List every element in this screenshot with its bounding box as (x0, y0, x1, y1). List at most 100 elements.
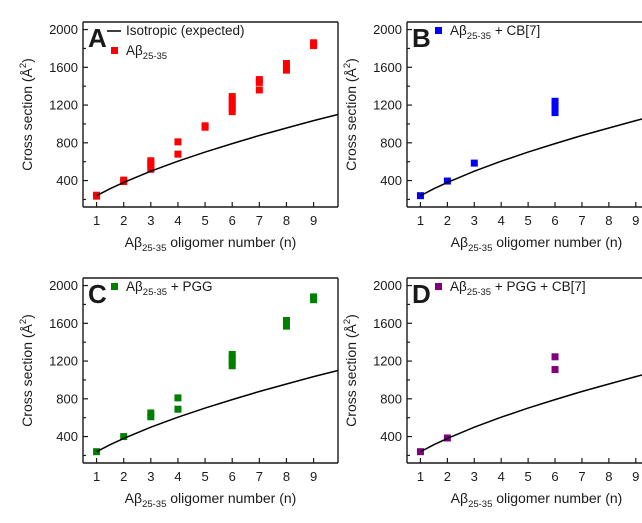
panel-a-legend-marker-swatch (111, 47, 118, 54)
panel-b-y-axis-title: Cross section (Å2) (342, 58, 359, 171)
panel-c-y-axis-title: Cross section (Å2) (18, 314, 35, 427)
panel-c-x-tick-label: 4 (174, 469, 181, 484)
panel-a-data-point (256, 76, 263, 83)
panel-a-y-axis-title-rest: ) (19, 58, 35, 63)
panel-c-x-axis-title: Aβ25-35 oligomer number (n) (125, 490, 297, 510)
panel-b-legend-label: Aβ25-35 + CB[7] (450, 23, 540, 42)
panel-a-isotropic-curve (97, 115, 338, 196)
panel-a-x-tick-label: 3 (147, 213, 154, 228)
panel-a-y-tick-label: 2000 (49, 22, 78, 37)
panel-c-x-tick-label: 6 (229, 469, 236, 484)
panel-d-x-tick-label: 4 (498, 469, 505, 484)
panel-d-x-tick-label: 9 (632, 469, 639, 484)
panel-c-x-tick-label: 8 (283, 469, 290, 484)
panel-a-x-tick-label: 2 (120, 213, 127, 228)
panel-c-legend-label-base: Aβ (126, 279, 143, 294)
panel-b-legend-label-base: Aβ (450, 23, 467, 38)
panel-a-legend-label: Aβ25-35 (126, 43, 167, 62)
panel-b-data-point (417, 192, 424, 199)
panel-d-x-tick-label: 1 (417, 469, 424, 484)
panel-a-y-tick-label: 1200 (49, 98, 78, 113)
panel-b-x-tick-label: 4 (498, 213, 505, 228)
panel-c-x-tick-label: 3 (147, 469, 154, 484)
panel-a-legend-label-subscript: 25-35 (143, 51, 167, 62)
panel-c-legend-label-rest: + PGG (167, 279, 212, 294)
panel-b-isotropic-curve (421, 115, 642, 196)
panel-d-legend-marker-swatch (435, 283, 442, 290)
panel-a-x-axis-title-base: Aβ (125, 234, 142, 250)
panel-a-x-axis-title-subscript: 25-35 (142, 243, 166, 254)
panel-d-legend-label-base: Aβ (450, 279, 467, 294)
panel-c-data-point (174, 394, 181, 401)
panel-a-data-point (229, 93, 236, 100)
panel-c-y-axis-title-rest: ) (19, 314, 35, 319)
panel-a-legend-label: Isotropic (expected) (126, 23, 245, 38)
panel-d-data-point (417, 448, 424, 455)
panel-c-x-tick-label: 1 (93, 469, 100, 484)
panel-a-data-point (283, 67, 290, 74)
panel-d-x-axis-title-rest: oligomer number (n) (492, 490, 622, 506)
panel-c-x-axis-title-base: Aβ (125, 490, 142, 506)
panel-b-legend-marker-swatch (435, 27, 442, 34)
panel-d-x-tick-label: 6 (551, 469, 558, 484)
panel-a-y-tick-label: 400 (56, 173, 78, 188)
panel-b-y-tick-label: 2000 (373, 22, 402, 37)
panel-b-x-axis-title-subscript: 25-35 (468, 243, 492, 254)
panel-a-y-axis-title-base: Cross section (Å (19, 67, 35, 170)
panel-a-legend-label-base: Aβ (126, 43, 143, 58)
panel-b-x-tick-label: 3 (471, 213, 478, 228)
panel-c-y-tick-label: 1600 (49, 316, 78, 331)
panel-b-x-tick-label: 2 (444, 213, 451, 228)
panel-a-data-point (256, 86, 263, 93)
panel-b-data-point (471, 160, 478, 167)
panel-d-letter: D (412, 279, 431, 309)
panel-c-data-point (93, 448, 100, 455)
panel-d-y-axis-title-rest: ) (343, 314, 359, 319)
panel-d-x-axis-title-base: Aβ (451, 490, 468, 506)
panel-d-x-tick-label: 8 (605, 469, 612, 484)
panel-d-isotropic-curve (421, 371, 642, 452)
panel-d-x-tick-label: 7 (578, 469, 585, 484)
panel-c-legend-marker-swatch (111, 283, 118, 290)
panel-d-x-tick-label: 2 (444, 469, 451, 484)
panel-c-isotropic-curve (97, 371, 338, 452)
panel-d-x-axis-title-subscript: 25-35 (468, 499, 492, 510)
panel-a-data-point (202, 122, 209, 129)
panel-a-data-point (283, 60, 290, 67)
panel-c-legend-label: Aβ25-35 + PGG (126, 279, 213, 298)
panel-a-x-tick-label: 4 (174, 213, 181, 228)
panel-c-x-tick-label: 5 (201, 469, 208, 484)
panel-a-data-point (174, 138, 181, 145)
panel-a-x-tick-label: 9 (310, 213, 317, 228)
panel-c-data-point (147, 409, 154, 416)
panel-c-letter: C (88, 279, 107, 309)
panel-a-x-tick-label: 6 (229, 213, 236, 228)
panel-b-x-tick-label: 9 (632, 213, 639, 228)
panel-d-x-tick-label: 5 (524, 469, 531, 484)
panel-c-x-axis-title-rest: oligomer number (n) (166, 490, 296, 506)
panel-d-y-tick-label: 1200 (373, 354, 402, 369)
panel-d-y-axis-title: Cross section (Å2) (342, 314, 359, 427)
panel-b-x-axis-title-rest: oligomer number (n) (492, 234, 622, 250)
panel-b-x-tick-label: 1 (417, 213, 424, 228)
panel-c-x-tick-label: 7 (256, 469, 263, 484)
panel-b-y-axis-title-base: Cross section (Å (343, 67, 359, 170)
panel-d-legend-label-subscript: 25-35 (467, 287, 491, 298)
panel-c-x-tick-label: 2 (120, 469, 127, 484)
panel-b-x-tick-label: 8 (605, 213, 612, 228)
panel-b-letter: B (412, 23, 431, 53)
panel-b-y-tick-label: 1600 (373, 60, 402, 75)
panel-b-x-tick-label: 6 (551, 213, 558, 228)
panel-a-data-point (310, 39, 317, 46)
panel-b-legend-label-subscript: 25-35 (467, 31, 491, 42)
panel-c-data-point (310, 293, 317, 300)
panel-c-y-tick-label: 400 (56, 429, 78, 444)
panel-b-x-tick-label: 7 (578, 213, 585, 228)
panel-c-data-point (229, 351, 236, 358)
panel-a-x-tick-label: 7 (256, 213, 263, 228)
panel-d-x-axis-title: Aβ25-35 oligomer number (n) (451, 490, 623, 510)
panel-a-x-axis-title-rest: oligomer number (n) (166, 234, 296, 250)
